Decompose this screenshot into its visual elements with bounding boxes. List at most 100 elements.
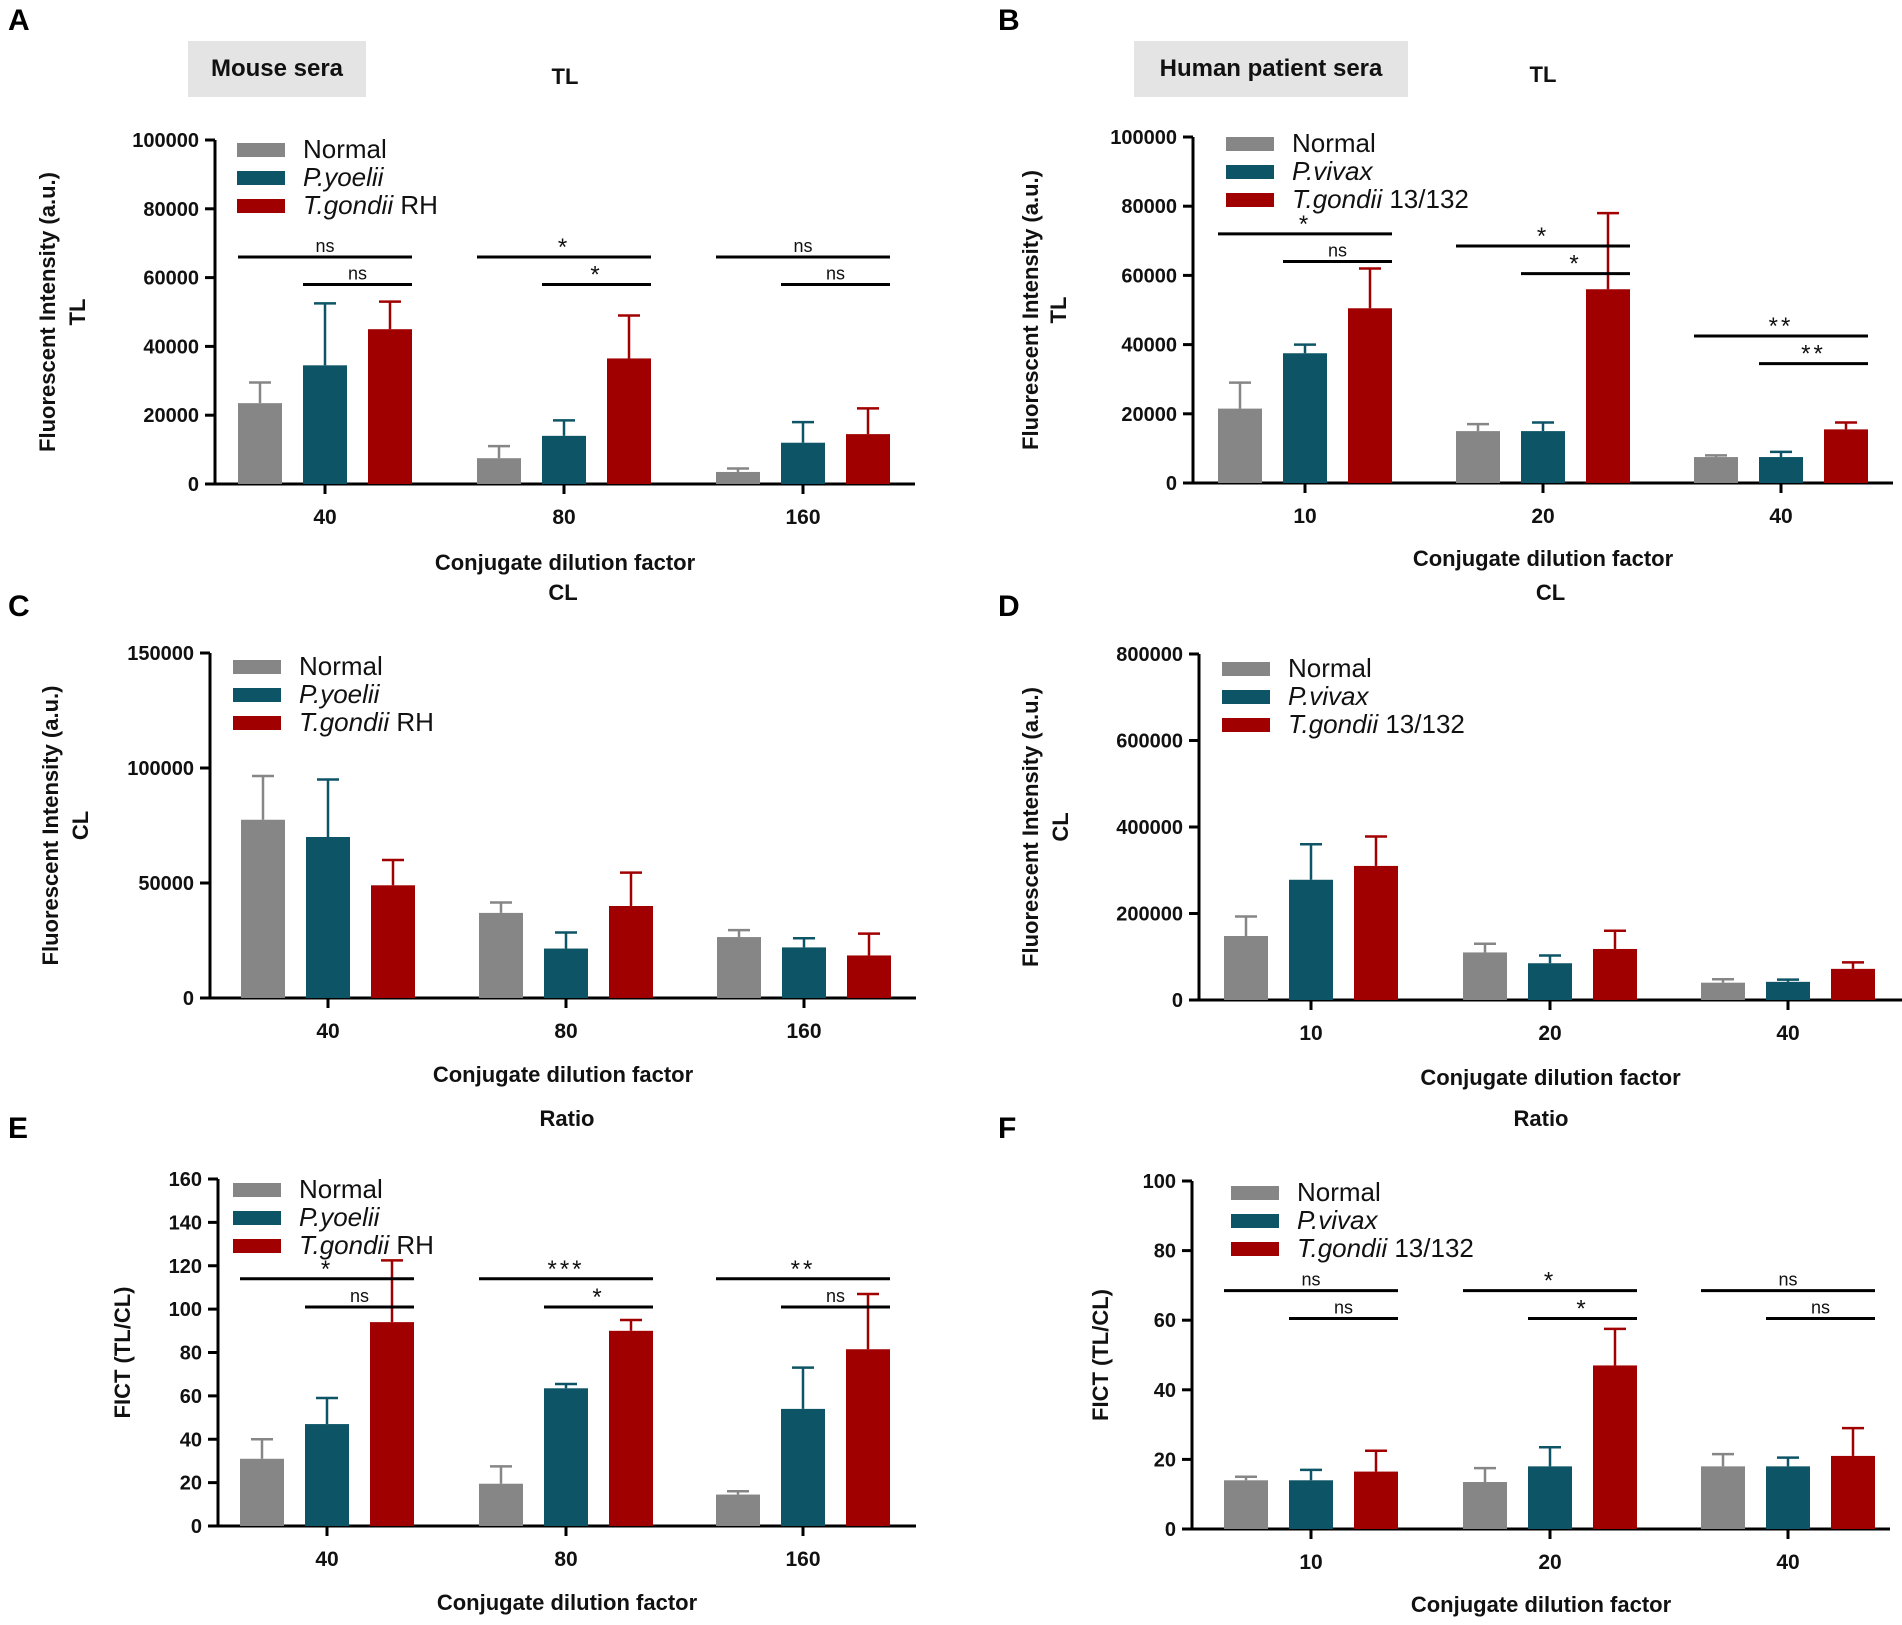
chart-b-ytick-label: 20000: [1121, 404, 1177, 426]
chart-b-category-label: 20: [1531, 505, 1554, 528]
chart-e-legend-label: P.yoelii: [299, 1202, 381, 1232]
chart-a-bar: [781, 442, 825, 484]
chart-a-ytick-label: 80000: [143, 199, 199, 221]
chart-f-significance-label: *: [1576, 1295, 1588, 1322]
chart-a-legend-swatch: [237, 171, 285, 185]
chart-e-legend-swatch: [233, 1183, 281, 1197]
chart-f-ytick-label: 80: [1154, 1241, 1176, 1263]
chart-f-bar: [1528, 1466, 1572, 1529]
chart-c-legend-swatch: [233, 660, 281, 674]
chart-b-ytick-label: 80000: [1121, 196, 1177, 218]
chart-a-significance-label: ns: [793, 236, 812, 256]
chart-b-xlabel: Conjugate dilution factor: [1413, 546, 1674, 571]
chart-b-significance-label: ns: [1328, 241, 1347, 261]
chart-b-significance-label: *: [1569, 251, 1581, 278]
chart-d-legend-swatch: [1222, 662, 1270, 676]
chart-e-significance-label: ***: [547, 1256, 584, 1283]
chart-c-bar: [847, 955, 891, 998]
chart-a-bar: [607, 358, 651, 484]
chart-b-ytick-label: 40000: [1121, 335, 1177, 357]
chart-e-significance-label: *: [321, 1256, 333, 1283]
chart-f-ytick-label: 60: [1154, 1310, 1176, 1332]
chart-a-legend-label: T.gondii RH: [303, 190, 438, 220]
chart-d-ytick-label: 0: [1172, 990, 1183, 1012]
chart-e-bar: [781, 1408, 825, 1526]
chart-c-bar: [306, 837, 350, 998]
chart-a-significance-label: ns: [315, 236, 334, 256]
panel-letter-c: C: [8, 590, 30, 623]
chart-e-bar: [544, 1388, 588, 1526]
chart-b-title: TL: [1530, 62, 1557, 87]
chart-c-bar: [371, 885, 415, 998]
chart-b-category-label: 40: [1769, 505, 1792, 528]
chart-d-legend-swatch: [1222, 690, 1270, 704]
chart-d-ytick-label: 800000: [1116, 644, 1183, 666]
chart-f-significance-label: ns: [1811, 1297, 1830, 1317]
chart-c-category-label: 40: [316, 1020, 339, 1043]
chart-a-bar: [846, 434, 890, 484]
chart-f-bar: [1701, 1466, 1745, 1529]
chart-d-xlabel: Conjugate dilution factor: [1420, 1065, 1681, 1090]
chart-e-ytick-label: 120: [169, 1256, 202, 1278]
chart-e-ytick-label: 60: [180, 1386, 202, 1408]
chart-f-bar: [1766, 1466, 1810, 1529]
chart-f-significance-label: ns: [1334, 1297, 1353, 1317]
chart-f-bar: [1593, 1365, 1637, 1529]
chart-e-ytick-label: 40: [180, 1429, 202, 1451]
chart-e-svg: Ratio 0 20 40 60 80 100 120 140 160 40 80 160 Conjuga…: [110, 1106, 916, 1615]
chart-a-bar: [542, 435, 586, 484]
chart-c-category-label: 80: [554, 1020, 577, 1043]
chart-e-bar: [305, 1424, 349, 1526]
chart-a-xlabel: Conjugate dilution factor: [435, 550, 696, 575]
chart-d-svg: CL 0 200000 400000 600000 800000 10 20 40 Conjuga…: [1018, 580, 1902, 1090]
chart-b-bar: [1218, 408, 1262, 483]
mouse-sera-label: Mouse sera: [188, 41, 366, 97]
chart-f-bar: [1354, 1471, 1398, 1529]
chart-f-ytick-label: 20: [1154, 1449, 1176, 1471]
chart-e-legend-label: T.gondii RH: [299, 1230, 434, 1260]
chart-b-significance-label: *: [1537, 223, 1549, 250]
chart-d-bar: [1463, 952, 1507, 1000]
chart-d-legend-label: Normal: [1288, 653, 1372, 683]
panel-letter-e: E: [8, 1112, 29, 1145]
chart-f-category-label: 10: [1299, 1551, 1322, 1574]
chart-c-ytick-label: 150000: [127, 643, 194, 665]
chart-e-significance-label: ns: [826, 1286, 845, 1306]
chart-c-legend-label: T.gondii RH: [299, 707, 434, 737]
chart-d-category-label: 40: [1776, 1022, 1799, 1045]
chart-d-ytick-label: 600000: [1116, 731, 1183, 753]
chart-f-title: Ratio: [1514, 1106, 1569, 1131]
chart-a-svg: TL 0 20000 40000 60000 80000 100000 40 80 160 Conj…: [35, 64, 915, 575]
chart-f-legend-label: T.gondii 13/132: [1297, 1233, 1474, 1263]
chart-b-ytick-label: 100000: [1110, 127, 1177, 149]
chart-f-legend-label: P.vivax: [1297, 1205, 1378, 1235]
chart-d-ylabel: Fluorescent Intensity (a.u.): [1018, 687, 1043, 967]
chart-d-legend-label: P.vivax: [1288, 681, 1369, 711]
chart-e-significance-label: *: [592, 1284, 604, 1311]
panel-letter-b: B: [998, 4, 1020, 37]
chart-c-ylabel-sub: CL: [68, 811, 93, 840]
chart-a-bar: [303, 365, 347, 484]
chart-f-xlabel: Conjugate dilution factor: [1411, 1592, 1672, 1617]
chart-d-category-label: 10: [1299, 1022, 1322, 1045]
panel-letter-d: D: [998, 590, 1020, 623]
chart-b-legend-label: P.vivax: [1292, 156, 1373, 186]
chart-e-ytick-label: 140: [169, 1212, 202, 1234]
chart-f-ytick-label: 40: [1154, 1380, 1176, 1402]
chart-f-legend-swatch: [1231, 1214, 1279, 1228]
chart-c-bar: [479, 912, 523, 998]
chart-b-legend-swatch: [1226, 193, 1274, 207]
chart-c-svg: CL 0 50000 100000 150000 40 80 160 Conjugate dil…: [38, 580, 916, 1087]
chart-d-ytick-label: 200000: [1116, 904, 1183, 926]
chart-f-bar: [1463, 1482, 1507, 1529]
chart-a-category-label: 40: [313, 506, 336, 529]
chart-e-significance-label: ns: [350, 1286, 369, 1306]
chart-d-bar: [1701, 982, 1745, 1000]
chart-a-ytick-label: 100000: [132, 130, 199, 152]
chart-f-significance-label: ns: [1301, 1270, 1320, 1290]
chart-e-ytick-label: 80: [180, 1343, 202, 1365]
chart-d-category-label: 20: [1538, 1022, 1561, 1045]
chart-b-ytick-label: 60000: [1121, 265, 1177, 287]
chart-c-ytick-label: 100000: [127, 758, 194, 780]
panel-letter-a: A: [8, 4, 30, 37]
